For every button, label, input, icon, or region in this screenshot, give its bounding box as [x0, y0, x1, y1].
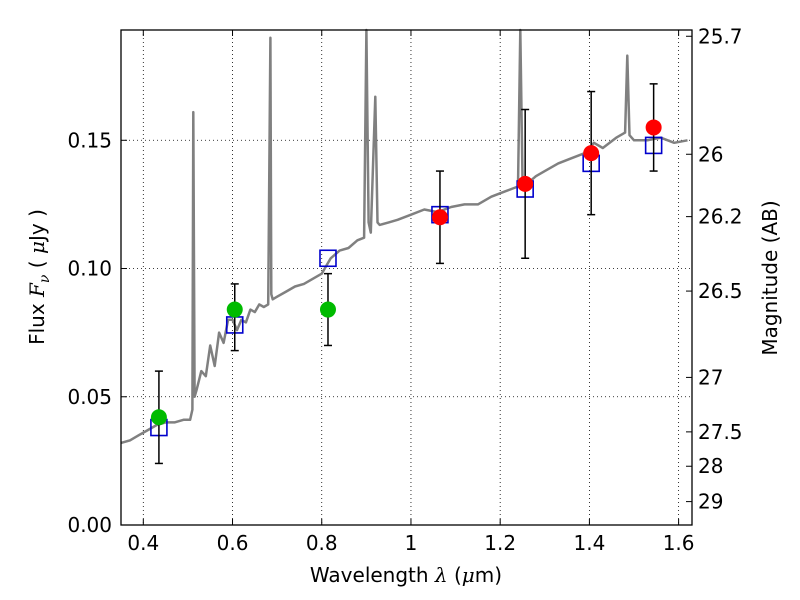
y-tick-label: 0.05	[67, 385, 112, 409]
y2-tick-label: 28	[698, 454, 723, 478]
y-axis-label: Flux Fν ( μJy )	[25, 209, 53, 345]
observed-points-layer	[150, 119, 662, 426]
x-axis-label: Wavelength λ (μm)	[310, 563, 502, 587]
y-tick-label: 0.00	[67, 513, 112, 537]
y-tick-label: 0.15	[67, 128, 112, 152]
model-spectrum-line	[120, 28, 688, 445]
x-tick-label: 1.2	[484, 531, 516, 555]
x-tick-label: 1	[405, 531, 418, 555]
observed-optical-point	[319, 301, 336, 318]
plot-frame	[120, 29, 693, 526]
x-tick-label: 1.6	[663, 531, 695, 555]
y2-tick-label: 25.7	[698, 24, 743, 48]
y2-axis-label: Magnitude (AB)	[758, 200, 782, 355]
observed-optical-point	[150, 409, 167, 426]
grid	[121, 30, 692, 525]
synthetic-photometry-square	[319, 249, 337, 268]
y-tick-label: 0.10	[67, 257, 112, 281]
x-tick-label: 1.4	[573, 531, 605, 555]
model-spectrum-layer	[120, 28, 688, 445]
y2-tick-label: 26.5	[698, 279, 743, 303]
x-tick-label: 0.6	[217, 531, 249, 555]
observed-nir-point	[431, 209, 448, 226]
ticks: 0.4 0.6 0.8 1 1.2 1.4 1.6 0.00 0.05 0.10 0.15 25.7 2…	[67, 24, 742, 555]
observed-optical-point	[226, 301, 243, 318]
observed-nir-point	[517, 175, 534, 192]
observed-nir-point	[583, 145, 600, 162]
y2-tick-label: 29	[698, 490, 723, 514]
y2-tick-label: 26	[698, 142, 723, 166]
x-tick-label: 0.4	[127, 531, 159, 555]
y2-tick-label: 27	[698, 365, 723, 389]
observed-nir-point	[645, 119, 662, 136]
y2-tick-label: 27.5	[698, 420, 743, 444]
x-tick-label: 0.8	[306, 531, 338, 555]
y2-tick-label: 26.2	[698, 205, 743, 229]
